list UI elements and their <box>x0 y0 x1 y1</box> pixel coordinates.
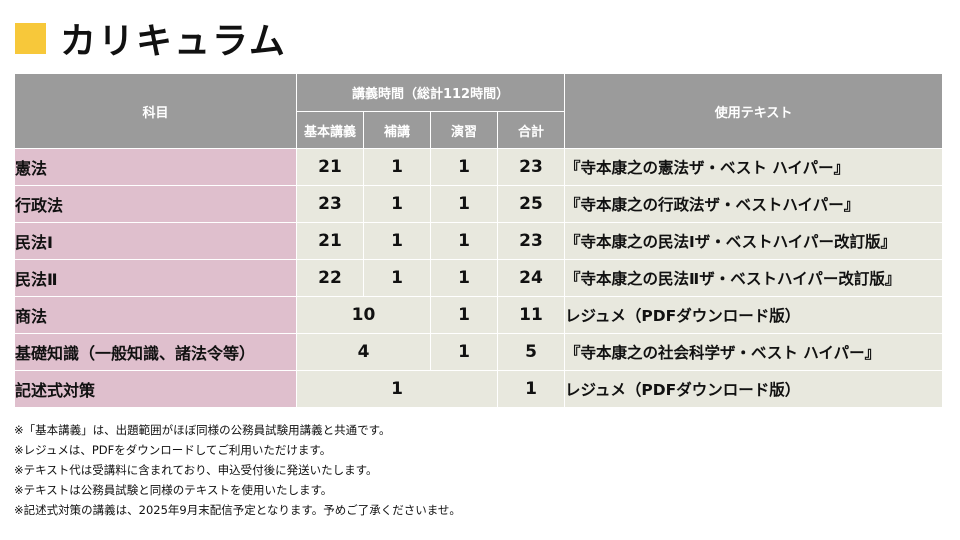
supplement-hours-cell: 1 <box>363 148 431 186</box>
table-row: 商法 10 1 11 レジュメ（PDFダウンロード版） <box>14 296 944 334</box>
subject-cell: 憲法 <box>14 148 297 186</box>
textbook-cell: 『寺本康之の社会科学ザ・ベスト ハイパー』 <box>564 333 944 371</box>
footnote: ※「基本講義」は、出題範囲がほぼ同様の公務員試験用講義と共通です。 <box>14 423 391 437</box>
textbook-cell: 『寺本康之の行政法ザ・ベストハイパー』 <box>564 185 944 223</box>
page-title: カリキュラム <box>60 21 287 62</box>
supplement-hours-cell: 1 <box>363 185 431 223</box>
textbook-cell: レジュメ（PDFダウンロード版） <box>564 370 944 408</box>
total-hours-cell: 11 <box>496 296 566 334</box>
total-hours-cell: 1 <box>496 370 566 408</box>
basic-supplement-hours-cell: 10 <box>296 296 431 334</box>
exercise-hours-cell: 1 <box>430 148 498 186</box>
supplement-hours-cell: 1 <box>363 222 431 260</box>
basic-hours-cell: 23 <box>296 185 364 223</box>
footnote: ※レジュメは、PDFをダウンロードしてご利用いただけます。 <box>14 443 332 457</box>
subject-cell: 行政法 <box>14 185 297 223</box>
page-header: カリキュラム <box>15 16 287 62</box>
header-lecture-hours: 講義時間（総計112時間） <box>295 73 566 112</box>
table-row: 憲法 21 1 1 23 『寺本康之の憲法ザ・ベスト ハイパー』 <box>14 148 944 186</box>
subject-cell: 民法Ⅱ <box>14 259 297 297</box>
header-basic: 基本講義 <box>296 111 364 149</box>
textbook-cell: 『寺本康之の憲法ザ・ベスト ハイパー』 <box>564 148 944 186</box>
exercise-hours-cell: 1 <box>430 259 498 297</box>
total-hours-cell: 25 <box>496 185 566 223</box>
total-hours-cell: 24 <box>496 259 566 297</box>
textbook-cell: 『寺本康之の民法Ⅰザ・ベストハイパー改訂版』 <box>564 222 944 260</box>
header-supplement: 補講 <box>363 111 431 149</box>
table-row: 民法Ⅰ 21 1 1 23 『寺本康之の民法Ⅰザ・ベストハイパー改訂版』 <box>14 222 944 260</box>
supplement-hours-cell: 1 <box>363 259 431 297</box>
table-row: 行政法 23 1 1 25 『寺本康之の行政法ザ・ベストハイパー』 <box>14 185 944 223</box>
footnote: ※テキスト代は受講料に含まれており、申込受付後に発送いたします。 <box>14 463 378 477</box>
basic-hours-cell: 21 <box>296 148 364 186</box>
curriculum-table: 科目 講義時間（総計112時間） 使用テキスト 基本講義 補講 演習 合計 憲法… <box>14 73 944 408</box>
basic-supplement-hours-cell: 4 <box>296 333 431 371</box>
table-row: 民法Ⅱ 22 1 1 24 『寺本康之の民法Ⅱザ・ベストハイパー改訂版』 <box>14 259 944 297</box>
subject-cell: 記述式対策 <box>14 370 297 408</box>
total-hours-cell: 5 <box>496 333 566 371</box>
subject-cell: 民法Ⅰ <box>14 222 297 260</box>
subject-cell: 商法 <box>14 296 297 334</box>
textbook-cell: レジュメ（PDFダウンロード版） <box>564 296 944 334</box>
table-row: 記述式対策 1 1 レジュメ（PDFダウンロード版） <box>14 370 944 408</box>
exercise-hours-cell: 1 <box>430 185 498 223</box>
header-textbook: 使用テキスト <box>564 73 944 149</box>
footnotes: ※「基本講義」は、出題範囲がほぼ同様の公務員試験用講義と共通です。 ※レジュメは… <box>14 420 461 520</box>
title-accent-square <box>15 22 46 54</box>
header-exercise: 演習 <box>430 111 498 149</box>
footnote: ※記述式対策の講義は、2025年9月末配信予定となります。予めご了承くださいませ… <box>14 503 461 517</box>
header-total: 合計 <box>496 111 566 149</box>
subject-cell: 基礎知識（一般知識、諸法令等） <box>14 333 297 371</box>
textbook-cell: 『寺本康之の民法Ⅱザ・ベストハイパー改訂版』 <box>564 259 944 297</box>
exercise-hours-cell: 1 <box>430 296 498 334</box>
header-subject: 科目 <box>14 73 297 149</box>
table-row: 基礎知識（一般知識、諸法令等） 4 1 5 『寺本康之の社会科学ザ・ベスト ハイ… <box>14 333 944 371</box>
footnote: ※テキストは公務員試験と同様のテキストを使用いたします。 <box>14 483 333 497</box>
basic-hours-cell: 22 <box>296 259 364 297</box>
lecture-hours-cell: 1 <box>296 370 498 408</box>
total-hours-cell: 23 <box>496 222 566 260</box>
basic-hours-cell: 21 <box>296 222 364 260</box>
total-hours-cell: 23 <box>496 148 566 186</box>
exercise-hours-cell: 1 <box>430 333 498 371</box>
exercise-hours-cell: 1 <box>430 222 498 260</box>
